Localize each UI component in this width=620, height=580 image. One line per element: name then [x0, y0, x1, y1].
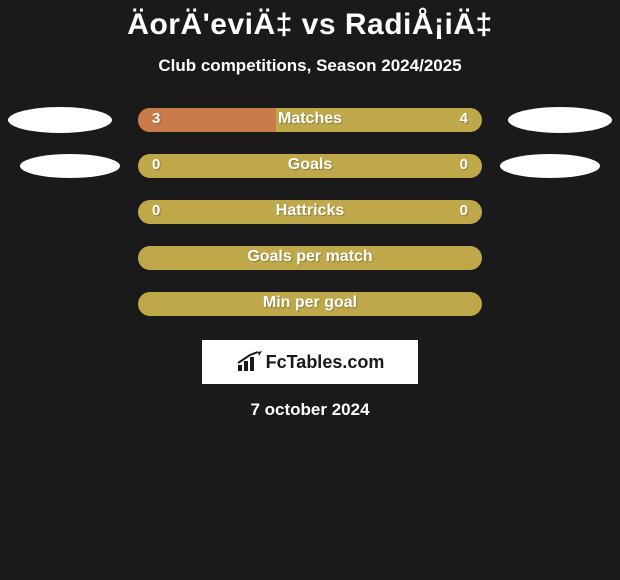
bar-goals: 0 Goals 0 [138, 154, 482, 178]
bar-min-per-goal: Min per goal [138, 292, 482, 316]
bar-label: Goals [288, 156, 332, 174]
logo-text: FcTables.com [266, 352, 385, 373]
stat-row-goals-per-match: Goals per match [0, 246, 620, 270]
bar-value-left: 3 [152, 110, 160, 127]
stat-row-goals: 0 Goals 0 [0, 154, 620, 178]
logo-content: FcTables.com [236, 351, 385, 373]
player-right-marker [500, 154, 600, 178]
page-subtitle: Club competitions, Season 2024/2025 [158, 56, 461, 76]
bar-label: Goals per match [247, 248, 372, 266]
bar-value-right: 0 [460, 156, 468, 173]
bar-value-left: 0 [152, 202, 160, 219]
page-title: ÄorÄ'eviÄ‡ vs RadiÅ¡iÄ‡ [127, 8, 492, 42]
bar-matches: 3 Matches 4 [138, 108, 482, 132]
player-right-marker [508, 107, 612, 133]
bar-hattricks: 0 Hattricks 0 [138, 200, 482, 224]
player-left-marker [8, 107, 112, 133]
player-left-marker [20, 154, 120, 178]
bar-label: Min per goal [263, 294, 357, 312]
stat-row-hattricks: 0 Hattricks 0 [0, 200, 620, 224]
date-text: 7 october 2024 [250, 400, 369, 420]
stat-row-min-per-goal: Min per goal [0, 292, 620, 316]
bar-value-left: 0 [152, 156, 160, 173]
bar-value-right: 0 [460, 202, 468, 219]
bar-value-right: 4 [460, 110, 468, 127]
stat-row-matches: 3 Matches 4 [0, 108, 620, 132]
bar-label: Matches [278, 110, 342, 128]
bar-goals-per-match: Goals per match [138, 246, 482, 270]
source-logo: FcTables.com [202, 340, 418, 384]
bar-label: Hattricks [276, 202, 344, 220]
chart-icon [236, 351, 262, 373]
